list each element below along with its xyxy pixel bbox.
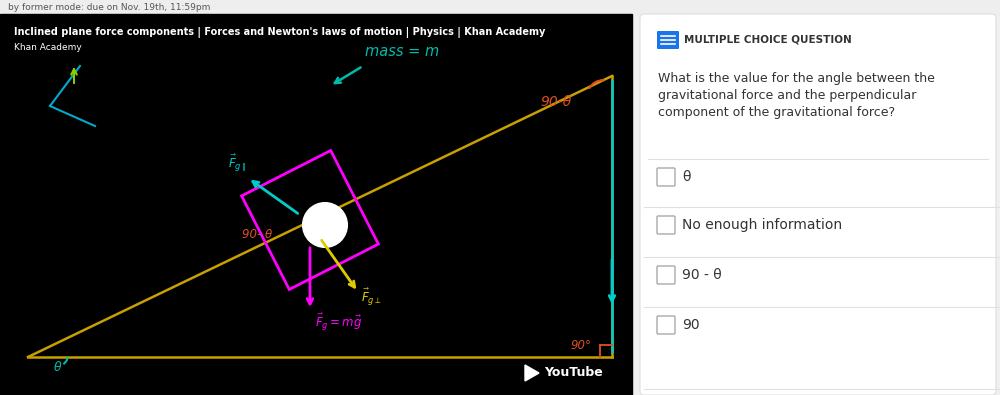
Text: component of the gravitational force?: component of the gravitational force? [658, 106, 895, 119]
Text: $\vec{F}_{g\perp}$: $\vec{F}_{g\perp}$ [361, 287, 382, 308]
Text: No enough information: No enough information [682, 218, 842, 232]
FancyBboxPatch shape [657, 316, 675, 334]
Text: θ: θ [682, 170, 690, 184]
Bar [0, 0, 1000, 14]
Text: θ: θ [54, 361, 62, 374]
Text: $\vec{F}_g = m\vec{g}$: $\vec{F}_g = m\vec{g}$ [315, 312, 362, 333]
Text: Khan Academy: Khan Academy [14, 43, 82, 51]
FancyBboxPatch shape [657, 31, 679, 49]
Text: What is the value for the angle between the: What is the value for the angle between … [658, 72, 935, 85]
FancyBboxPatch shape [657, 168, 675, 186]
Text: $\vec{F}_{g\parallel}$: $\vec{F}_{g\parallel}$ [228, 153, 247, 174]
Circle shape [303, 203, 347, 247]
Text: mass = m: mass = m [365, 44, 439, 59]
Text: 90-θ: 90-θ [540, 95, 571, 109]
Text: YouTube: YouTube [544, 367, 603, 380]
Bar [242, 150, 378, 290]
Polygon shape [525, 365, 539, 381]
Bar [0, 14, 632, 395]
Text: Inclined plane force components | Forces and Newton's laws of motion | Physics |: Inclined plane force components | Forces… [14, 26, 545, 38]
FancyBboxPatch shape [515, 359, 619, 387]
FancyBboxPatch shape [657, 216, 675, 234]
Text: 90°: 90° [570, 339, 591, 352]
Text: gravitational force and the perpendicular: gravitational force and the perpendicula… [658, 89, 916, 102]
Text: 90: 90 [682, 318, 700, 332]
FancyBboxPatch shape [657, 266, 675, 284]
Text: by former mode: due on Nov. 19th, 11:59pm: by former mode: due on Nov. 19th, 11:59p… [8, 2, 210, 11]
Text: MULTIPLE CHOICE QUESTION: MULTIPLE CHOICE QUESTION [684, 35, 852, 45]
FancyBboxPatch shape [640, 14, 996, 395]
Text: 90 - θ: 90 - θ [682, 268, 722, 282]
Text: 90- θ: 90- θ [242, 228, 272, 241]
